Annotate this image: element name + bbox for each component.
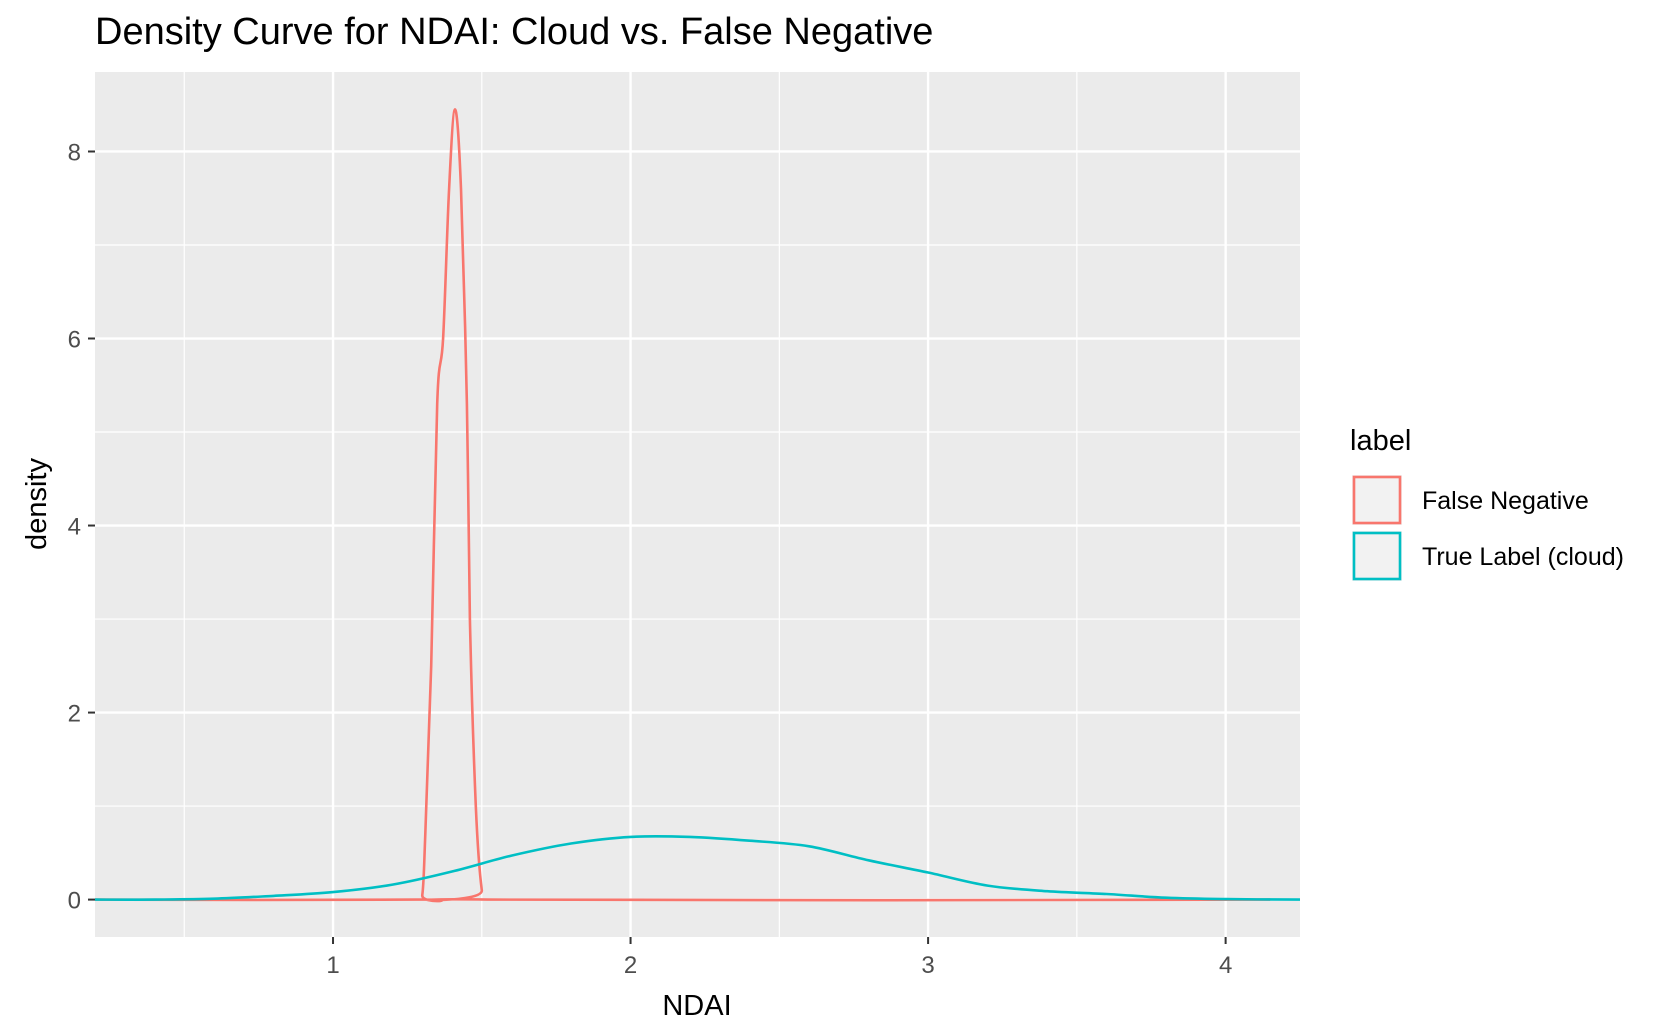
y-axis-label: density xyxy=(21,458,53,550)
tick-labels: 1 2 3 4 0 2 4 6 8 xyxy=(68,139,1233,979)
legend-key-1 xyxy=(1352,531,1402,581)
legend-key-0 xyxy=(1352,475,1402,525)
legend-label-1: True Label (cloud) xyxy=(1422,543,1624,571)
legend-label-0: False Negative xyxy=(1422,487,1589,515)
x-tick-label: 3 xyxy=(921,952,934,979)
legend-entries: False Negative True Label (cloud) xyxy=(1352,475,1624,581)
axis-ticks xyxy=(88,150,1227,944)
plot-panel xyxy=(95,72,1300,937)
y-tick-label: 8 xyxy=(68,139,81,166)
x-tick-label: 2 xyxy=(624,952,637,979)
legend: label False Negative True Label (cloud) xyxy=(1350,425,1624,581)
series-lines xyxy=(94,108,1301,903)
y-tick-label: 6 xyxy=(68,327,81,354)
y-tick-label: 0 xyxy=(68,888,81,915)
y-tick-label: 2 xyxy=(68,701,81,728)
legend-key-bg xyxy=(1352,531,1402,581)
y-tick-label: 4 xyxy=(68,514,81,541)
legend-key-bg xyxy=(1352,475,1402,525)
chart-title: Density Curve for NDAI: Cloud vs. False … xyxy=(95,11,933,53)
x-tick-label: 1 xyxy=(326,952,339,979)
x-axis-label: NDAI xyxy=(662,990,731,1022)
x-tick-label: 4 xyxy=(1219,952,1232,979)
series-line-0 xyxy=(94,108,1271,903)
grid-minor xyxy=(95,72,1300,937)
legend-title: label xyxy=(1350,425,1411,457)
series-line-1 xyxy=(94,834,1301,901)
